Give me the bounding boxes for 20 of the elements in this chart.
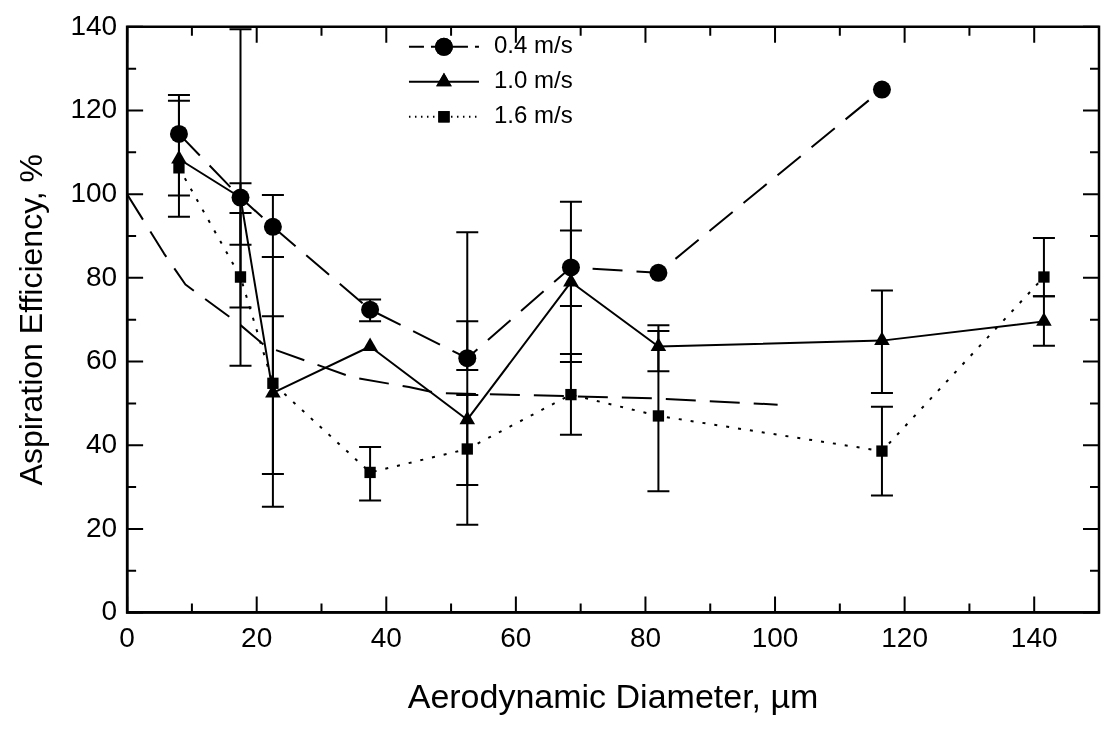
x-tick-label: 80 <box>629 622 662 654</box>
y-tick-label: 20 <box>85 511 118 543</box>
x-tick-label: 20 <box>241 622 273 654</box>
legend-label: 1.0 m/s <box>493 66 573 94</box>
y-axis-title: Aspiration Efficiency, % <box>13 154 50 486</box>
x-tick-label: 140 <box>1010 622 1058 654</box>
y-tick-label: 80 <box>85 260 118 292</box>
x-tick-label: 120 <box>881 622 928 654</box>
y-tick-label: 140 <box>70 9 118 41</box>
y-tick-label: 120 <box>70 93 118 125</box>
x-tick-label: 100 <box>751 622 799 654</box>
y-tick-label: 0 <box>101 595 118 627</box>
x-tick-label: 40 <box>370 622 402 654</box>
x-axis-title: Aerodynamic Diameter, µm <box>407 676 819 715</box>
x-tick-label: 60 <box>500 622 532 654</box>
legend-label: 1.6 m/s <box>493 101 573 129</box>
y-tick-label: 60 <box>85 344 118 376</box>
legend-label: 0.4 m/s <box>493 31 573 59</box>
y-tick-label: 100 <box>70 176 118 208</box>
y-tick-label: 40 <box>85 427 118 459</box>
